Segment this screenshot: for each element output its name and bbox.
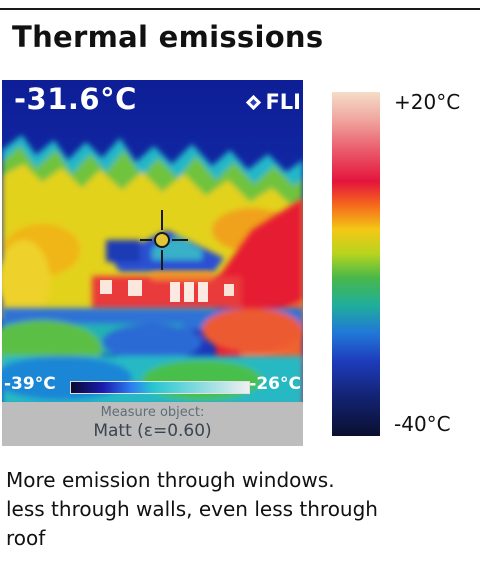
camera-scale-bar bbox=[70, 381, 250, 394]
caption-line: More emission through windows. bbox=[6, 466, 472, 495]
page-title: Thermal emissions bbox=[12, 20, 323, 54]
temperature-color-scale bbox=[332, 92, 380, 436]
caption-line: roof bbox=[6, 524, 472, 553]
caption: More emission through windows. less thro… bbox=[6, 466, 472, 553]
thermal-image: -31.6°C FLI -39°C -26°C Measure object: … bbox=[2, 80, 303, 446]
top-divider bbox=[0, 8, 480, 10]
legend-max-label: +20°C bbox=[394, 90, 460, 114]
brand-text: FLI bbox=[265, 90, 301, 114]
caption-line: less through walls, even less through bbox=[6, 495, 472, 524]
measure-label: Measure object: bbox=[2, 405, 303, 420]
camera-brand: FLI bbox=[245, 90, 301, 114]
measure-info-panel: Measure object: Matt (ε=0.60) bbox=[2, 402, 303, 446]
scale-min-label: -39°C bbox=[4, 374, 56, 394]
spot-temperature-readout: -31.6°C bbox=[14, 82, 137, 116]
legend-min-label: -40°C bbox=[394, 412, 451, 436]
scale-max-label: -26°C bbox=[249, 374, 301, 394]
flir-diamond-logo-icon bbox=[245, 94, 262, 111]
measure-value: Matt (ε=0.60) bbox=[2, 420, 303, 442]
